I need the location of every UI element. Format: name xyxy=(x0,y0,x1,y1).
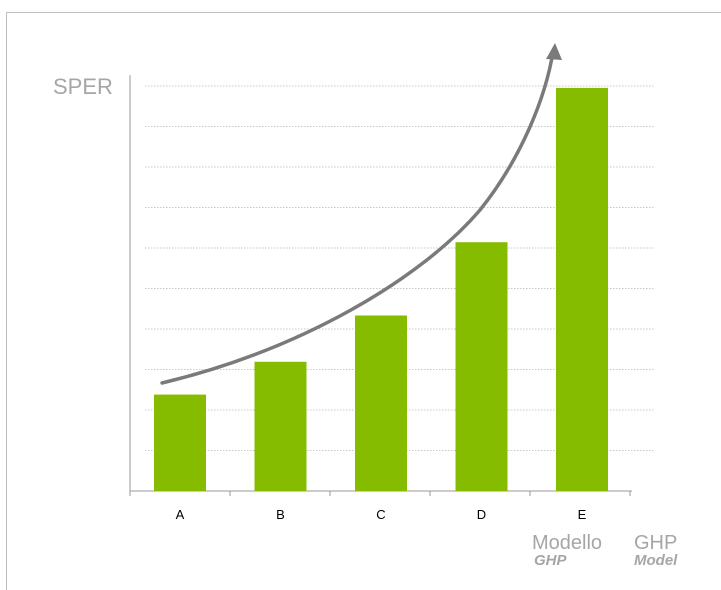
bar-b xyxy=(254,361,307,491)
x-tick-label: D xyxy=(477,507,486,522)
frame-left-border xyxy=(6,12,7,590)
y-axis-title: SPER xyxy=(53,74,113,99)
bars xyxy=(154,87,608,491)
legend-label-1: Modello xyxy=(532,532,603,554)
legend-sub-1: GHP xyxy=(534,552,567,569)
legend-label-2: GHP xyxy=(634,532,678,554)
trend-arrow-line xyxy=(160,50,555,385)
bar-e xyxy=(556,87,608,491)
x-tick-labels: A B C D E xyxy=(176,507,587,522)
x-tick-label: E xyxy=(578,507,587,522)
x-tick-label: A xyxy=(176,507,185,522)
bar-a xyxy=(154,394,206,491)
bar-c xyxy=(355,315,407,491)
trend-arrow xyxy=(160,43,562,385)
x-tick-label: B xyxy=(276,507,285,522)
bar-d xyxy=(455,242,508,491)
frame-top-border xyxy=(6,12,721,13)
trend-arrow-head xyxy=(546,43,562,60)
legend-sub-2: Model xyxy=(634,552,678,569)
x-tick-label: C xyxy=(376,507,385,522)
